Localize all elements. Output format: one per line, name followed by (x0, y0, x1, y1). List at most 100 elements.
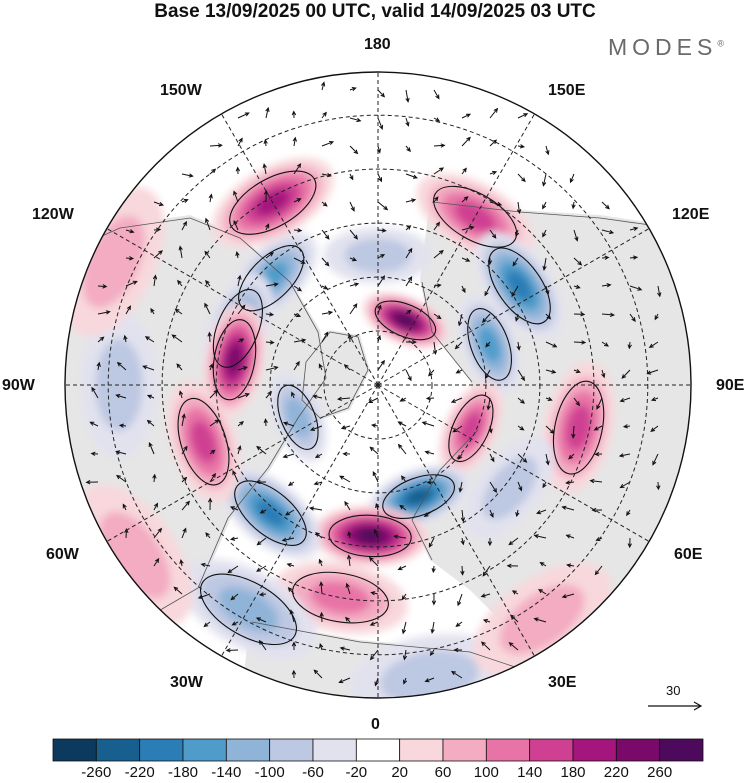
wind-arrow (197, 593, 211, 599)
colorbar-tick-label: -220 (124, 764, 155, 781)
contour-line (382, 474, 455, 519)
colorbar-tick-label: 140 (517, 764, 543, 781)
wind-arrow (291, 391, 296, 399)
coast-north-america (69, 217, 327, 617)
wind-arrow (461, 285, 466, 294)
wind-arrow (484, 285, 491, 297)
lon-label-150e: 150E (548, 82, 586, 99)
wind-arrow (97, 336, 105, 343)
wind-arrow (517, 113, 529, 119)
wind-arrow (349, 201, 355, 212)
wind-arrow (208, 193, 213, 203)
colorbar-tick-label: 260 (647, 764, 673, 781)
wind-arrow (209, 419, 220, 427)
contour-line (212, 288, 263, 368)
wind-arrow (282, 453, 295, 459)
wind-arrow (569, 173, 575, 184)
wind-arrow (561, 593, 575, 599)
wind-arrow (338, 677, 351, 684)
wind-arrow (321, 141, 335, 147)
wind-arrow (171, 334, 183, 343)
wind-arrow (545, 313, 552, 320)
wind-arrow (115, 474, 127, 483)
wind-arrow (542, 257, 547, 271)
wind-arrow (397, 443, 407, 455)
wind-arrow (399, 504, 407, 511)
contour-line (328, 514, 412, 558)
wind-arrow (431, 593, 437, 606)
wind-arrow (454, 341, 463, 350)
wind-arrow (229, 536, 239, 541)
wind-arrow (654, 313, 659, 321)
lon-label-60e: 60E (674, 546, 703, 563)
land-greenland (300, 330, 370, 420)
lon-label-180: 180 (364, 36, 391, 53)
coast-greenland (301, 331, 369, 419)
wind-arrow (318, 363, 323, 371)
lon-label-30e: 30E (548, 674, 577, 691)
wind-arrow (508, 641, 519, 651)
wind-arrow (517, 453, 528, 463)
lon-label-90e: 90E (716, 377, 745, 394)
anomaly-level (499, 584, 585, 655)
wind-arrow (542, 201, 547, 210)
wind-arrow (153, 227, 162, 232)
wind-arrow (181, 445, 188, 455)
colorbar-swatch (269, 738, 314, 762)
wind-arrow (237, 338, 245, 343)
wind-arrow (153, 502, 159, 511)
colorbar-tick-label: -180 (167, 764, 199, 781)
wind-arrow (433, 196, 439, 203)
wind-arrow (377, 173, 382, 183)
wind-arrow (601, 283, 612, 288)
wind-arrow (457, 313, 463, 327)
wind-arrow (263, 138, 268, 147)
wind-arrow (237, 420, 244, 427)
wind-arrow (314, 453, 323, 458)
wind-arrow (430, 621, 435, 634)
wind-arrow (144, 336, 155, 343)
wind-arrow (319, 581, 324, 595)
wind-arrow (629, 255, 639, 260)
wind-arrow (517, 481, 523, 492)
lon-label-60w: 60W (46, 546, 79, 563)
wind-arrow (573, 284, 581, 289)
colorbar-swatch (529, 738, 574, 762)
wind-arrow (511, 285, 519, 298)
wind-arrow (621, 369, 631, 379)
wind-arrow (345, 582, 351, 595)
wind-arrow (573, 397, 581, 407)
wind-arrow (321, 111, 327, 119)
wind-arrow (650, 396, 659, 402)
anomaly-level (478, 326, 501, 362)
anomaly-level (406, 489, 431, 505)
wind-arrow (287, 587, 295, 595)
wind-arrow (405, 369, 412, 382)
wind-arrow (656, 481, 661, 491)
anomaly-level (482, 456, 538, 520)
wind-arrow (312, 394, 323, 399)
wind-arrow (506, 563, 519, 569)
wind-arrow (205, 532, 211, 539)
wind-arrow (142, 365, 155, 371)
wind-arrow (237, 366, 248, 371)
contour-line (212, 319, 257, 401)
contour-line (292, 571, 389, 624)
wind-arrow (405, 117, 410, 127)
wind-arrow (204, 302, 211, 315)
registered-mark: ® (717, 38, 724, 49)
wind-arrow (321, 257, 330, 267)
wind-arrow (349, 303, 358, 315)
wind-arrow (265, 365, 279, 371)
wind-arrow (480, 641, 491, 651)
wind-arrow (265, 282, 279, 287)
latitude-circle (323, 330, 433, 440)
wind-arrow (125, 280, 138, 287)
wind-arrow (173, 586, 183, 595)
wind-arrow (97, 310, 111, 315)
wind-arrow (542, 173, 547, 187)
wind-arrow (536, 509, 547, 515)
wind-arrow (178, 390, 184, 399)
wind-arrow (265, 340, 275, 345)
wind-arrow (457, 593, 463, 607)
